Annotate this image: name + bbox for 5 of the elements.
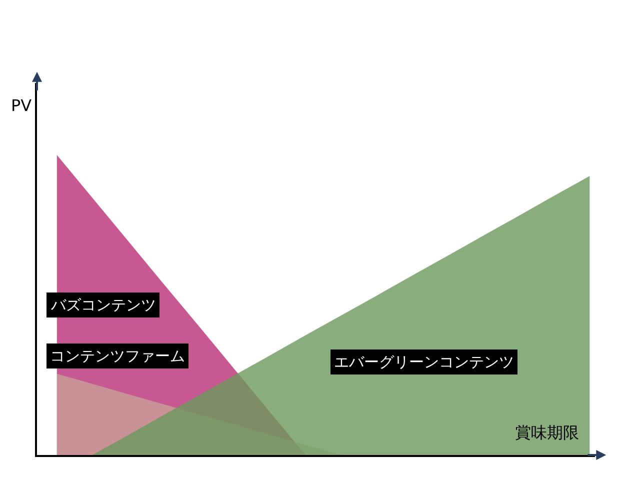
annotation: コンテンツファーム [50,347,185,365]
y-axis-title: PV [11,96,32,115]
annotation: バズコンテンツ [50,296,156,314]
annotation: エバーグリーンコンテンツ [334,353,514,371]
x-axis-title: 賞味期限 [515,423,579,442]
